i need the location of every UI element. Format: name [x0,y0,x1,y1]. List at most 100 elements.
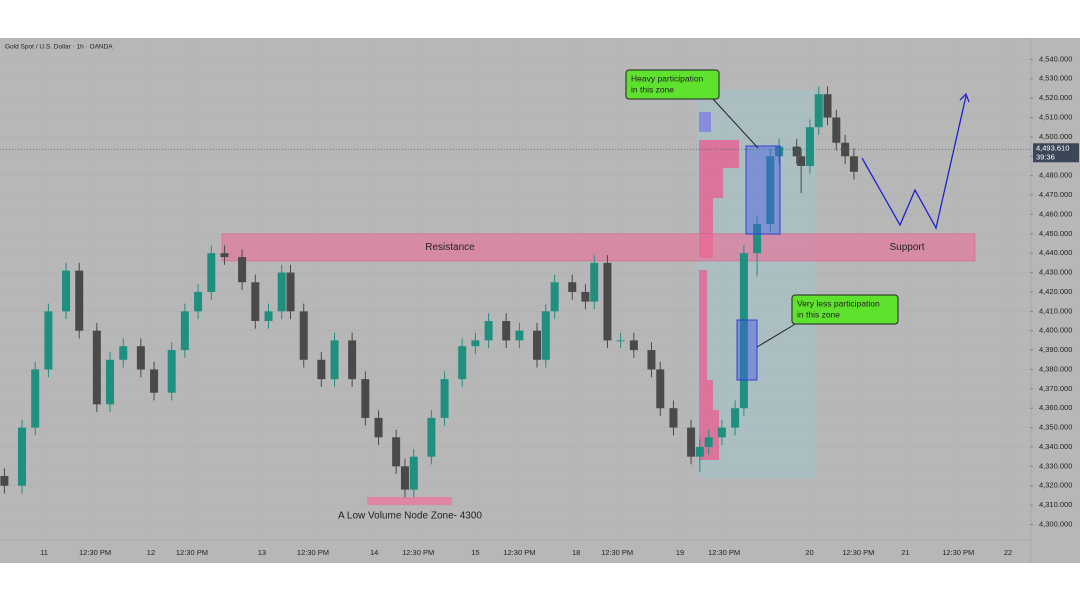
y-tick-label: 4,430.000 [1039,268,1072,277]
volume-node [699,112,711,132]
candle-body [136,346,145,370]
x-tick-label: 12:30 PM [402,548,434,557]
candle-body [471,340,480,347]
candle-body [458,346,467,380]
x-tick-label: 11 [40,548,48,557]
callout-text: Very less participation [797,298,880,308]
x-tick-label: 12:30 PM [601,548,633,557]
candle-body [92,330,101,405]
y-tick-label: 4,530.000 [1039,74,1072,83]
x-tick-label: 19 [676,548,684,557]
callout-text: in this zone [631,84,674,94]
y-tick-label: 4,460.000 [1039,209,1072,218]
y-tick-label: 4,470.000 [1039,190,1072,199]
y-tick-label: 4,440.000 [1039,248,1072,257]
volume-profile [699,112,739,460]
y-tick-label: 4,450.000 [1039,229,1072,238]
y-tick-label: 4,520.000 [1039,93,1072,102]
resistance-zone [221,233,976,262]
candle-body [286,272,295,312]
candle-body [568,282,577,292]
x-tick-label: 14 [370,548,378,557]
candle-body [106,359,115,405]
candle-body [704,437,713,447]
candle-body [841,142,850,157]
candle-body [264,311,273,322]
candle-body [590,262,599,302]
y-tick-label: 4,330.000 [1039,461,1072,470]
candle-body [805,127,814,166]
y-tick-label: 4,500.000 [1039,132,1072,141]
candle-body [484,321,493,341]
candle-body [207,253,216,292]
resistance-zone-group: Resistance Support [221,233,976,262]
candle-body [669,408,678,428]
candle-body [400,466,409,490]
candle-body [238,257,247,283]
candle-body [656,369,665,409]
candle-body [440,379,449,418]
zone-label: Support [889,242,924,253]
y-tick-label: 4,370.000 [1039,384,1072,393]
candle-body [616,340,625,342]
chart-title: Gold Spot / U.S. Dollar · 1h · OANDA [5,44,113,51]
candle-body [766,156,775,225]
candle-body [167,350,176,393]
y-tick-label: 4,350.000 [1039,423,1072,432]
candle-body [409,456,418,490]
last-price-box [1033,143,1079,163]
candle-body [581,291,590,302]
y-tick-label: 4,360.000 [1039,403,1072,412]
candle-body [823,94,832,118]
candle-body [533,330,542,360]
candle-body [374,417,383,438]
x-tick-label: 12:30 PM [942,548,974,557]
candle-body [299,311,308,360]
x-tick-label: 12:30 PM [842,548,874,557]
candle-body [792,146,801,157]
candle-body [515,330,524,341]
x-tick-label: 18 [572,548,580,557]
candle-body [427,417,436,457]
x-tick-label: 20 [805,548,813,557]
candle-body [775,146,784,157]
candle-body [647,350,656,370]
light-callout [791,294,899,325]
candle-body [550,282,559,312]
candle-body [717,427,726,438]
projection-path [861,95,967,230]
zone-label: Resistance [425,242,475,253]
candle-body [603,262,612,341]
volume-node [699,140,739,168]
x-tick-label: 12 [147,548,155,557]
chart-background [0,38,1080,563]
candle-body [277,272,286,312]
candle-body [731,408,740,428]
x-tick-label: 12:30 PM [79,548,111,557]
y-tick-label: 4,300.000 [1039,519,1072,528]
candle-body [361,379,370,418]
y-tick-label: 4,310.000 [1039,500,1072,509]
candle-body [814,94,823,128]
candle-body [119,346,128,360]
y-tick-label: 4,480.000 [1039,171,1072,180]
candle-body [541,311,550,360]
y-tick-label: 4,320.000 [1039,481,1072,490]
candle-body [629,340,638,351]
x-tick-label: 12:30 PM [176,548,208,557]
candle-body [330,340,339,380]
grid [0,40,1030,540]
candle-body [31,369,40,428]
x-tick-label: 12:30 PM [708,548,740,557]
candle-body [180,311,189,351]
y-tick-label: 4,380.000 [1039,364,1072,373]
y-tick-label: 4,340.000 [1039,442,1072,451]
candle-body [797,156,806,166]
candle-body [695,446,704,457]
lvn-label: A Low Volume Node Zone- 4300 [338,511,482,522]
x-tick-label: 22 [1004,548,1012,557]
y-tick-label: 4,410.000 [1039,306,1072,315]
x-tick-label: 12:30 PM [503,548,535,557]
candle-body [849,156,858,172]
candle-body [44,311,53,370]
